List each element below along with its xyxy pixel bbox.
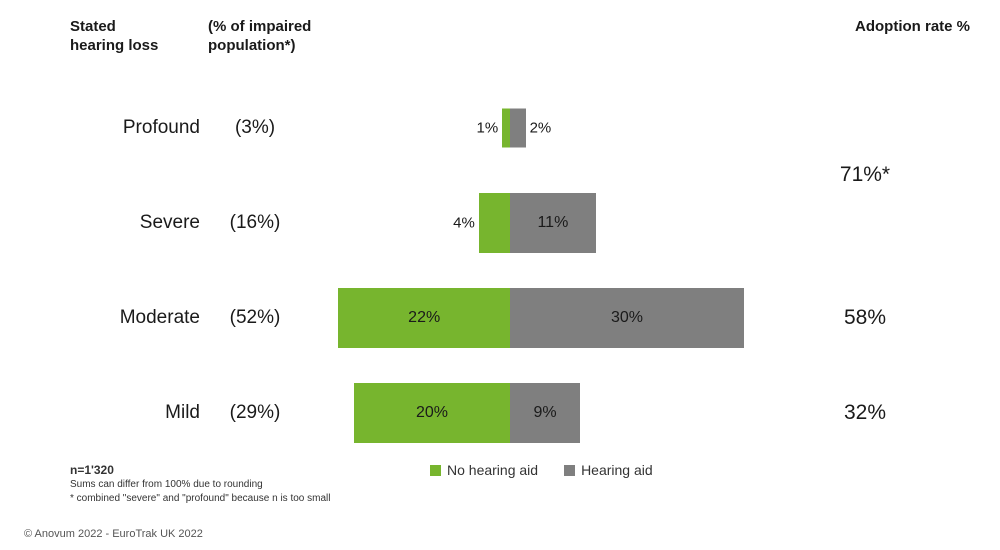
legend-label-ha: Hearing aid [581, 462, 653, 478]
chart-row: Moderate (52%) 22%30% 58% [0, 270, 1000, 365]
header-population: (% of impairedpopulation*) [208, 18, 368, 56]
bar-hearing-aid: 9% [510, 383, 580, 443]
bar-hearing-aid [510, 108, 526, 147]
chart-row: Mild (29%) 20%9% 32% [0, 365, 1000, 460]
bar-no-hearing-aid: 20% [354, 383, 510, 443]
header-row: Statedhearing loss (% of impairedpopulat… [0, 18, 1000, 68]
bar-hearing-aid: 11% [510, 193, 596, 253]
footnote-rounding: Sums can differ from 100% due to roundin… [70, 478, 330, 492]
legend-label-no-ha: No hearing aid [447, 462, 538, 478]
bar-zone: 1% 2% [320, 80, 760, 175]
population-pct: (52%) [210, 307, 300, 329]
chart-rows: Profound (3%) 1% 2% Severe (16%) 4% 11% 71%* Mode… [0, 80, 1000, 460]
bar-value-no-ha: 1% [468, 119, 498, 136]
footnotes: n=1'320 Sums can differ from 100% due to… [70, 462, 330, 505]
bar-hearing-aid: 30% [510, 288, 744, 348]
bar-zone: 20%9% [320, 365, 760, 460]
bar-value-ha: 2% [530, 119, 552, 136]
population-pct: (3%) [210, 117, 300, 139]
legend-swatch-no-ha [430, 465, 441, 476]
bar-zone: 22%30% [320, 270, 760, 365]
adoption-rate: 58% [800, 306, 930, 330]
legend: No hearing aid Hearing aid [430, 462, 653, 478]
header-stated-loss: Statedhearing loss [70, 18, 210, 56]
population-pct: (29%) [210, 402, 300, 424]
category-label: Profound [70, 117, 200, 139]
population-pct: (16%) [210, 212, 300, 234]
adoption-rate: 71%* [800, 163, 930, 187]
bar-value-no-ha: 4% [445, 214, 475, 231]
copyright: © Anovum 2022 - EuroTrak UK 2022 [24, 528, 203, 540]
category-label: Moderate [70, 307, 200, 329]
category-label: Mild [70, 402, 200, 424]
footnote-combined: * combined "severe" and "profound" becau… [70, 492, 330, 506]
category-label: Severe [70, 212, 200, 234]
bar-zone: 4% 11% [320, 175, 760, 270]
chart-row: Profound (3%) 1% 2% [0, 80, 1000, 175]
chart-row: Severe(16%)4%11%71%* [0, 175, 1000, 270]
legend-no-hearing-aid: No hearing aid [430, 462, 538, 478]
adoption-rate: 32% [800, 401, 930, 425]
bar-no-hearing-aid [479, 193, 510, 253]
legend-hearing-aid: Hearing aid [564, 462, 653, 478]
header-adoption: Adoption rate % [800, 18, 970, 37]
bar-no-hearing-aid [502, 108, 510, 147]
bar-no-hearing-aid: 22% [338, 288, 510, 348]
legend-swatch-ha [564, 465, 575, 476]
footnote-n: n=1'320 [70, 462, 330, 478]
